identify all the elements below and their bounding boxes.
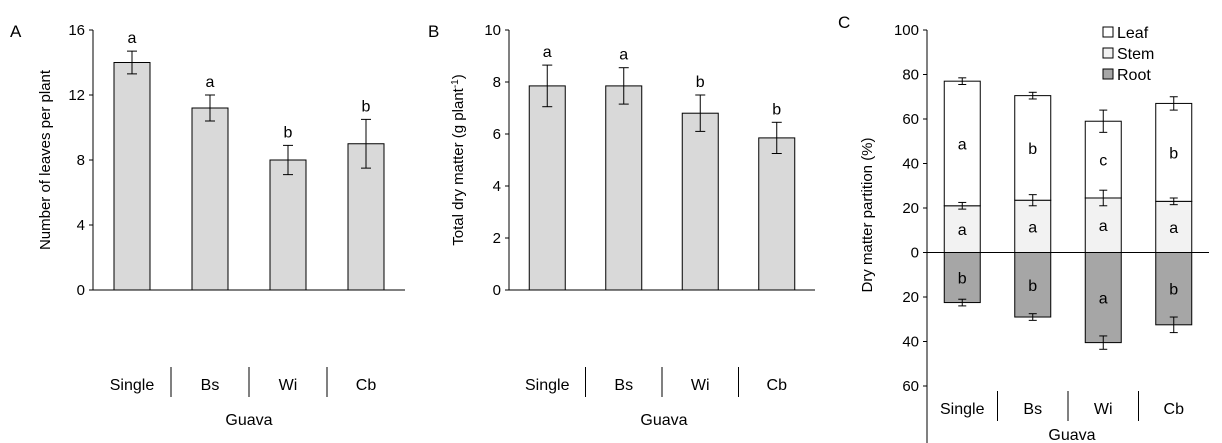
panel-a-significance-letter: b	[284, 124, 293, 141]
panel-b-category-label: Single	[525, 377, 570, 394]
panel-c-letter-stem: a	[1028, 219, 1037, 236]
panel-c-ylabel: Dry matter partition (%)	[859, 137, 876, 292]
panel-c-y-tick-label: 20	[902, 289, 919, 306]
panel-c-y-tick-label: 40	[902, 156, 919, 173]
panel-c-y-tick-label: 0	[911, 245, 919, 262]
panel-c-legend-label: Stem	[1117, 46, 1154, 63]
panel-a-category-label: Bs	[201, 377, 220, 394]
panel-b-y-tick-label: 10	[484, 22, 501, 39]
panel-b-bar	[605, 85, 643, 291]
panel-b-y-tick-label: 8	[493, 74, 501, 91]
panel-c-letter-root: b	[1028, 278, 1037, 295]
panel-c-bar-root	[1155, 252, 1193, 326]
panel-c-bar-stem	[1014, 199, 1052, 253]
panel-a-bar	[113, 62, 151, 291]
panel-c-letter-root: a	[1099, 291, 1108, 308]
panel-b-plot: 0 2 4 6 8 10 a Single a Bs b Wi b Cb	[484, 22, 815, 397]
panel-b-category-label: Bs	[614, 377, 633, 394]
panel-c-category-label: Bs	[1023, 401, 1042, 418]
panel-c-letter-leaf: b	[1169, 145, 1178, 162]
panel-c-legend-swatch	[1102, 26, 1114, 38]
panel-c-legend-label: Root	[1117, 67, 1151, 84]
panel-c-bar-root	[1014, 252, 1052, 318]
panel-a-category-label: Single	[110, 377, 155, 394]
panel-c-category-label: Cb	[1164, 401, 1185, 418]
panel-a-y-tick-label: 8	[77, 152, 85, 169]
panel-c-y-tick-label: 20	[902, 200, 919, 217]
panel-c-bar-leaf	[1155, 102, 1193, 202]
panel-c-letter-stem: a	[1099, 218, 1108, 235]
panel-b-significance-letter: b	[696, 74, 705, 91]
panel-a-group-label: Guava	[225, 412, 272, 429]
panel-b-bar	[528, 85, 566, 291]
panel-c-letter-leaf: a	[958, 136, 967, 153]
panel-b-y-tick-label: 6	[493, 126, 501, 143]
panel-a-bar	[269, 159, 307, 291]
panel-b-category-label: Wi	[691, 377, 710, 394]
panel-b-significance-letter: b	[772, 101, 781, 118]
panel-c-letter-leaf: c	[1099, 153, 1107, 170]
panel-c-bar-leaf	[943, 80, 981, 207]
panel-a-bar	[191, 107, 229, 291]
panel-a-category-label: Cb	[356, 377, 377, 394]
panel-a-significance-letter: b	[362, 98, 371, 115]
panel-b-bar	[758, 137, 796, 291]
panel-b-significance-letter: a	[619, 47, 628, 64]
panel-c-y-tick-label: 60	[902, 378, 919, 395]
panel-c-letter-stem: a	[958, 222, 967, 239]
panel-c-legend-swatch	[1102, 68, 1114, 80]
panel-c-bar-leaf	[1014, 95, 1052, 201]
panel-c: C Dry matter partition (%) Guava 100 80 60…	[838, 13, 1209, 443]
panel-c-y-tick-label: 40	[902, 334, 919, 351]
panel-c-y-tick-label: 80	[902, 67, 919, 84]
panel-c-plot: 100 80 60 40 20 0 20 40 60 a a b Single b a b Bs c a a Wi b a b…	[894, 22, 1209, 443]
panel-a-y-tick-label: 4	[77, 217, 85, 234]
panel-b-y-tick-label: 0	[493, 282, 501, 299]
panel-c-letter-root: b	[958, 271, 967, 288]
panel-a-plot: 0 4 8 12 16 a Single a Bs b Wi b Cb	[68, 22, 405, 397]
panel-a-significance-letter: a	[128, 30, 137, 47]
panel-b-y-tick-label: 4	[493, 178, 501, 195]
panel-b-y-tick-label: 2	[493, 230, 501, 247]
panel-b-letter: B	[428, 22, 439, 41]
panel-c-letter: C	[838, 13, 850, 32]
panel-a-category-label: Wi	[279, 377, 298, 394]
panel-c-letter-leaf: b	[1028, 141, 1037, 158]
panel-a-y-tick-label: 0	[77, 282, 85, 299]
panel-c-letter-stem: a	[1169, 220, 1178, 237]
panel-a-ylabel: Number of leaves per plant	[37, 69, 54, 250]
panel-a-y-tick-label: 16	[68, 22, 85, 39]
panel-a-y-tick-label: 12	[68, 87, 85, 104]
panel-c-legend-label: Leaf	[1117, 25, 1149, 42]
panel-b: B Total dry matter (g plant-1) Guava 0 2 4…	[428, 22, 815, 429]
panel-a-letter: A	[10, 22, 22, 41]
panel-c-bar-root	[943, 252, 981, 304]
panel-c-y-tick-label: 60	[902, 111, 919, 128]
panel-c-category-label: Single	[940, 401, 985, 418]
panel-b-bar	[681, 112, 719, 291]
panel-b-group-label: Guava	[640, 412, 687, 429]
panel-c-y-tick-label: 100	[894, 22, 919, 39]
panel-c-legend-swatch	[1102, 47, 1114, 59]
panel-b-category-label: Cb	[767, 377, 788, 394]
panel-c-group-label: Guava	[1048, 427, 1095, 443]
panel-c-letter-root: b	[1169, 282, 1178, 299]
panel-a: A Number of leaves per plant Guava 0 4 8 12…	[10, 22, 405, 429]
panel-c-bar-root	[1084, 252, 1122, 344]
panel-c-legend: Leaf Stem Root	[1102, 25, 1154, 84]
panel-a-significance-letter: a	[206, 74, 215, 91]
panel-c-category-label: Wi	[1094, 401, 1113, 418]
panel-b-significance-letter: a	[543, 44, 552, 61]
panel-b-ylabel: Total dry matter (g plant-1)	[450, 74, 468, 246]
